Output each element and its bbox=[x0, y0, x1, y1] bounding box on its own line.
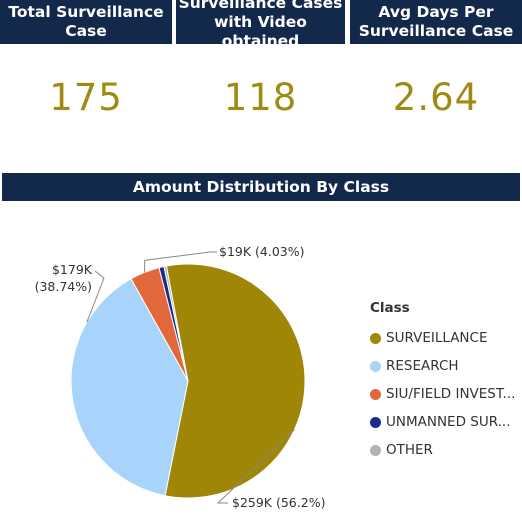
legend-swatch bbox=[370, 444, 381, 456]
pie-chart: $19K (4.03%) $179K (38.74%) $259K (56.2%) bbox=[35, 244, 326, 510]
legend-item-siu-field-investigation[interactable]: SIU/FIELD INVEST... bbox=[370, 380, 515, 408]
legend-swatch bbox=[370, 332, 381, 344]
kpi-video-cases-value: 118 bbox=[223, 76, 298, 119]
legend-swatch bbox=[370, 360, 381, 372]
pie-slice-surveillance[interactable] bbox=[164, 263, 306, 499]
legend-item-other[interactable]: OTHER bbox=[370, 436, 515, 464]
kpi-total-cases-title: Total Surveillance Case bbox=[0, 0, 172, 44]
legend-swatch bbox=[370, 388, 381, 400]
kpi-avg-days-title: Avg Days Per Surveillance Case bbox=[350, 0, 522, 44]
callout-line-surveillance bbox=[216, 429, 295, 504]
legend-item-surveillance[interactable]: SURVEILLANCE bbox=[370, 324, 515, 352]
data-label-surveillance: $259K (56.2%) bbox=[232, 495, 325, 510]
legend-label: SURVEILLANCE bbox=[386, 330, 488, 346]
kpi-video-cases-title: Surveillance Cases with Video obtained bbox=[176, 0, 345, 50]
kpi-avg-days-value: 2.64 bbox=[392, 76, 480, 119]
callout-line-research bbox=[86, 270, 105, 323]
legend: Class SURVEILLANCE RESEARCH SIU/FIELD INVE… bbox=[370, 300, 515, 464]
legend-label: UNMANNED SUR... bbox=[386, 414, 511, 430]
legend-item-unmanned-surveillance[interactable]: UNMANNED SUR... bbox=[370, 408, 515, 436]
legend-swatch bbox=[370, 416, 381, 428]
pie-slice-research[interactable] bbox=[70, 278, 189, 497]
chart-title: Amount Distribution By Class bbox=[2, 173, 520, 201]
legend-item-research[interactable]: RESEARCH bbox=[370, 352, 515, 380]
legend-label: SIU/FIELD INVEST... bbox=[386, 386, 516, 402]
data-label-research-percent: (38.74%) bbox=[35, 279, 92, 294]
legend-title: Class bbox=[370, 300, 410, 316]
kpi-total-cases-value: 175 bbox=[49, 76, 123, 119]
legend-label: OTHER bbox=[386, 442, 433, 458]
data-label-siu: $19K (4.03%) bbox=[219, 244, 305, 259]
data-label-research-value: $179K bbox=[52, 262, 93, 277]
legend-label: RESEARCH bbox=[386, 358, 459, 374]
callout-line-siu bbox=[144, 251, 217, 273]
